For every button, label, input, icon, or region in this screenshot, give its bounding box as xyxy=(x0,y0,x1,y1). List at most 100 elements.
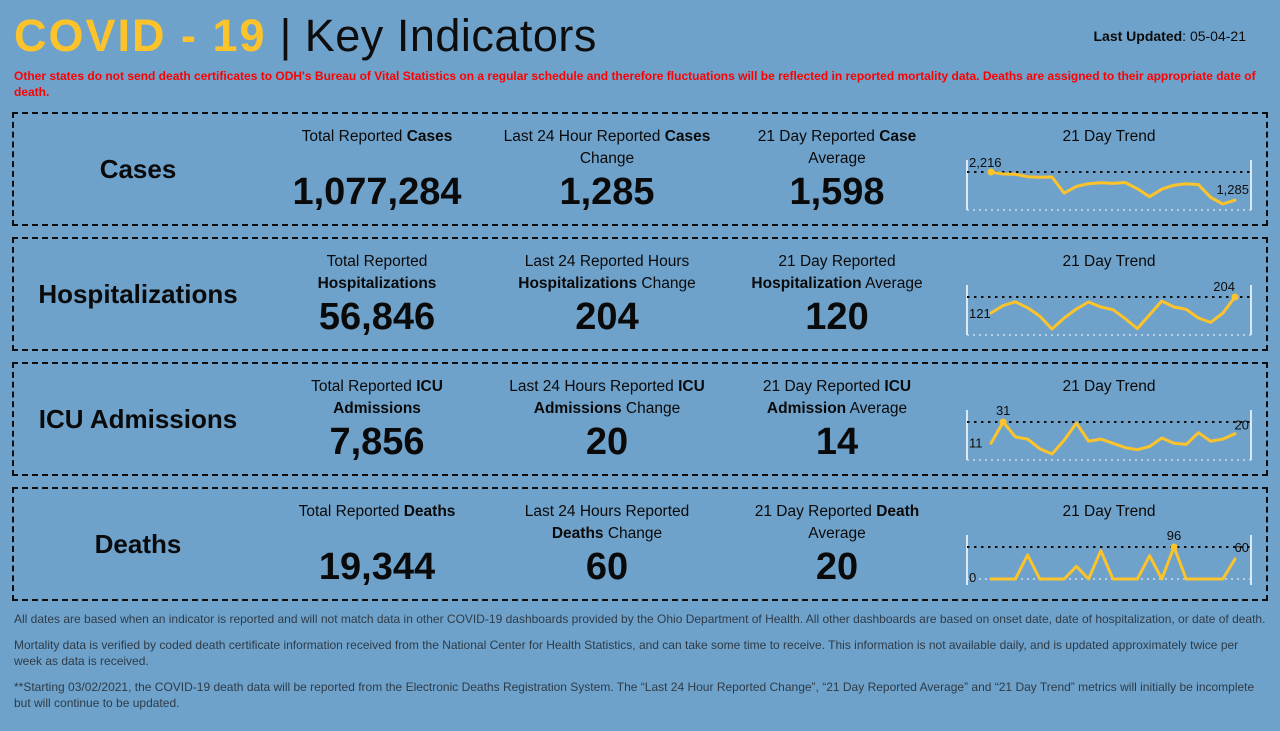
stat-total-header-bold: ICU Admissions xyxy=(333,378,443,418)
stat-average-value: 20 xyxy=(815,546,859,589)
trend-hospitalizations: 21 Day Trend 121 204 xyxy=(952,239,1266,349)
sparkline-hospitalizations: 121 204 xyxy=(966,279,1252,336)
stat-average-header: 21 Day Reported Case Average xyxy=(722,126,952,172)
note-reporting-dates: All dates are based when an indicator is… xyxy=(14,612,1266,627)
stat-change-deaths: Last 24 Hours Reported Deaths Change 60 xyxy=(492,489,722,599)
stat-total-header: Total Reported Cases xyxy=(262,126,492,172)
stat-average-header-bold: ICU Admission xyxy=(766,378,912,418)
stat-change-header-post: Change xyxy=(603,525,663,543)
stat-change-header-bold: ICU Admissions xyxy=(533,378,705,418)
indicator-card-icu-admissions: ICU Admissions Total Reported ICU Admissi… xyxy=(12,362,1268,477)
stat-average-header: 21 Day Reported Death Average xyxy=(722,501,952,547)
page-title-rest: | Key Indicators xyxy=(279,10,597,61)
stat-total-header: Total Reported Hospitalizations xyxy=(262,251,492,297)
trend-value-label: 11 xyxy=(969,435,983,450)
stat-change-header-post: Change xyxy=(621,400,681,418)
stat-change-header: Last 24 Hours Reported Deaths Change xyxy=(492,501,722,547)
stat-change-header: Last 24 Reported Hours Hospitalizations … xyxy=(492,251,722,297)
stat-total-header-pre: Total Reported xyxy=(301,128,407,146)
trend-title: 21 Day Trend xyxy=(1062,503,1156,521)
trend-deaths: 21 Day Trend 0 96 60 xyxy=(952,489,1266,599)
stat-average-header-bold: Death xyxy=(876,503,920,521)
indicator-label-icu-admissions: ICU Admissions xyxy=(38,403,238,434)
stat-total-value: 7,856 xyxy=(329,421,425,464)
stat-change-header-bold: Cases xyxy=(664,128,711,146)
stat-change-header-post: Change xyxy=(579,150,635,168)
stat-average-value: 120 xyxy=(805,296,869,339)
indicator-card-deaths: Deaths Total Reported Deaths 19,344 Last 24… xyxy=(12,487,1268,602)
stat-change-header-pre: Last 24 Reported Hours xyxy=(524,253,690,271)
header: COVID - 19 | Key Indicators Last Updated… xyxy=(0,0,1280,59)
stat-average-header: 21 Day Reported ICU Admission Average xyxy=(722,376,952,422)
trend-marker-dot xyxy=(999,418,1007,426)
trend-value-label: 96 xyxy=(1167,529,1181,543)
mortality-disclaimer: Other states do not send death certifica… xyxy=(14,69,1256,99)
stat-change-value: 204 xyxy=(575,296,639,339)
stat-average-header: 21 Day Reported Hospitalization Average xyxy=(722,251,952,297)
trend-marker-dot xyxy=(1170,543,1178,551)
trend-line xyxy=(989,420,1237,456)
stat-change-header-post: Change xyxy=(637,275,696,293)
stat-total-header-bold: Deaths xyxy=(403,503,456,521)
stat-average-value: 14 xyxy=(815,421,859,464)
last-updated-value: : 05-04-21 xyxy=(1182,28,1246,44)
trend-value-label: 121 xyxy=(969,306,991,321)
stat-change-value: 1,285 xyxy=(559,171,655,214)
stat-average-header-pre: 21 Day Reported xyxy=(754,503,877,521)
trend-line xyxy=(989,295,1237,331)
trend-value-label: 20 xyxy=(1235,418,1249,433)
indicator-card-cases: Cases Total Reported Cases 1,077,284 Last 2… xyxy=(12,112,1268,227)
trend-value-label: 1,285 xyxy=(1216,182,1249,197)
trend-cases: 21 Day Trend 2,216 1,285 xyxy=(952,114,1266,224)
trend-icu-admissions: 21 Day Trend 31 11 20 xyxy=(952,364,1266,474)
stat-change-value: 60 xyxy=(585,546,629,589)
stat-average-hospitalizations: 21 Day Reported Hospitalization Average 1… xyxy=(722,239,952,349)
stat-average-header-post: Average xyxy=(808,525,866,543)
stat-total-header-bold: Hospitalizations xyxy=(317,275,437,293)
indicator-label-hospitalizations: Hospitalizations xyxy=(38,278,238,309)
note-edrs: **Starting 03/02/2021, the COVID-19 deat… xyxy=(14,679,1255,710)
stat-average-cases: 21 Day Reported Case Average 1,598 xyxy=(722,114,952,224)
stat-total-header: Total Reported ICU Admissions xyxy=(262,376,492,422)
stat-total-icu-admissions: Total Reported ICU Admissions 7,856 xyxy=(262,364,492,474)
stat-average-header-pre: 21 Day Reported xyxy=(757,128,880,146)
indicator-card-hospitalizations: Hospitalizations Total Reported Hospitali… xyxy=(12,237,1268,352)
stat-average-header-bold: Hospitalization xyxy=(751,275,862,293)
stat-change-icu-admissions: Last 24 Hours Reported ICU Admissions Ch… xyxy=(492,364,722,474)
stat-change-header-bold: Hospitalizations xyxy=(518,275,638,293)
stat-average-header-bold: Case xyxy=(879,128,917,146)
stat-average-header-pre: 21 Day Reported xyxy=(778,253,896,271)
stat-average-header-pre: 21 Day Reported xyxy=(762,378,885,396)
stat-total-value: 56,846 xyxy=(318,296,436,339)
stat-change-header-pre: Last 24 Hours Reported xyxy=(509,378,679,396)
stat-total-header-pre: Total Reported xyxy=(298,503,404,521)
stat-change-header: Last 24 Hours Reported ICU Admissions Ch… xyxy=(492,376,722,422)
indicator-cards: Cases Total Reported Cases 1,077,284 Last 2… xyxy=(12,112,1268,602)
trend-value-label: 31 xyxy=(996,404,1010,418)
stat-change-header-pre: Last 24 Hours Reported xyxy=(524,503,690,521)
stat-average-deaths: 21 Day Reported Death Average 20 xyxy=(722,489,952,599)
stat-total-deaths: Total Reported Deaths 19,344 xyxy=(262,489,492,599)
last-updated: Last Updated: 05-04-21 xyxy=(1093,28,1246,44)
trend-value-label: 204 xyxy=(1213,279,1235,294)
stat-average-icu-admissions: 21 Day Reported ICU Admission Average 14 xyxy=(722,364,952,474)
trend-title: 21 Day Trend xyxy=(1062,378,1156,396)
trend-line xyxy=(989,545,1237,581)
trend-title: 21 Day Trend xyxy=(1062,253,1156,271)
stat-change-header: Last 24 Hour Reported Cases Change xyxy=(492,126,722,172)
stat-total-hospitalizations: Total Reported Hospitalizations 56,846 xyxy=(262,239,492,349)
last-updated-label: Last Updated xyxy=(1093,28,1183,44)
trend-marker-dot xyxy=(1231,293,1239,301)
stat-total-value: 1,077,284 xyxy=(292,171,462,214)
stat-average-header-post: Average xyxy=(808,150,866,168)
trend-value-label: 0 xyxy=(969,570,976,585)
trend-marker-dot xyxy=(987,168,995,176)
trend-title: 21 Day Trend xyxy=(1062,128,1156,146)
sparkline-cases: 2,216 1,285 xyxy=(966,155,1252,211)
stat-change-hospitalizations: Last 24 Reported Hours Hospitalizations … xyxy=(492,239,722,349)
stat-average-value: 1,598 xyxy=(789,171,885,214)
stat-total-header-bold: Cases xyxy=(406,128,453,146)
trend-line xyxy=(989,170,1237,206)
page-title-covid: COVID - 19 xyxy=(14,10,267,61)
